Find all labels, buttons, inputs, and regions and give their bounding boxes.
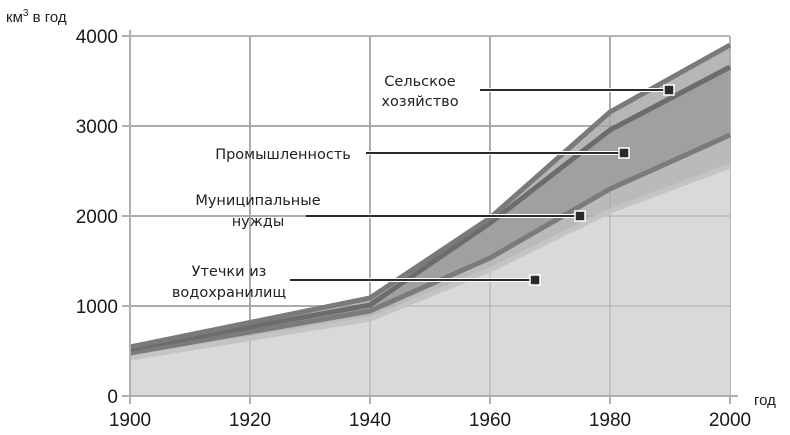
annotation-leaders xyxy=(290,84,675,286)
label-agriculture-line2: хозяйство xyxy=(381,94,458,110)
label-reservoir-leaks-line2: водохранилищ xyxy=(172,285,286,301)
line-industry xyxy=(129,64,732,352)
annotation-labels: Сельское хозяйство Промышленность Муници… xyxy=(172,74,459,301)
y-tick: 3000 xyxy=(76,117,118,138)
label-industry: Промышленность xyxy=(215,147,351,163)
line-municipal xyxy=(129,132,732,356)
x-tick: 1900 xyxy=(109,410,151,431)
y-tick: 2000 xyxy=(76,207,118,228)
x-tick-labels: 1900 1920 1940 1960 1980 2000 xyxy=(109,410,751,431)
y-tick-labels: 0 1000 2000 3000 4000 xyxy=(76,27,118,408)
line-reservoir-leaks xyxy=(129,163,731,361)
marker-agriculture xyxy=(663,84,675,96)
x-tick: 1960 xyxy=(469,410,511,431)
y-tick: 4000 xyxy=(76,27,118,48)
label-reservoir-leaks-line1: Утечки из xyxy=(192,264,267,280)
label-agriculture-line1: Сельское xyxy=(384,74,455,90)
label-municipal-line1: Муниципальные xyxy=(195,193,320,209)
y-axis-unit-label: км3 в год xyxy=(6,8,67,26)
x-tick: 1940 xyxy=(349,410,391,431)
area-reservoir-leaks xyxy=(130,166,730,396)
marker-municipal xyxy=(574,210,586,222)
label-municipal-line2: нужды xyxy=(232,214,285,230)
marker-industry xyxy=(618,147,630,159)
area-layers xyxy=(130,45,730,396)
axes xyxy=(122,30,738,404)
marker-reservoir-leaks xyxy=(529,274,541,286)
x-tick: 1920 xyxy=(229,410,271,431)
y-tick: 1000 xyxy=(76,297,118,318)
y-tick: 0 xyxy=(107,387,118,408)
x-tick: 1980 xyxy=(589,410,631,431)
x-axis-unit-label: год xyxy=(754,392,776,409)
x-tick: 2000 xyxy=(709,410,751,431)
